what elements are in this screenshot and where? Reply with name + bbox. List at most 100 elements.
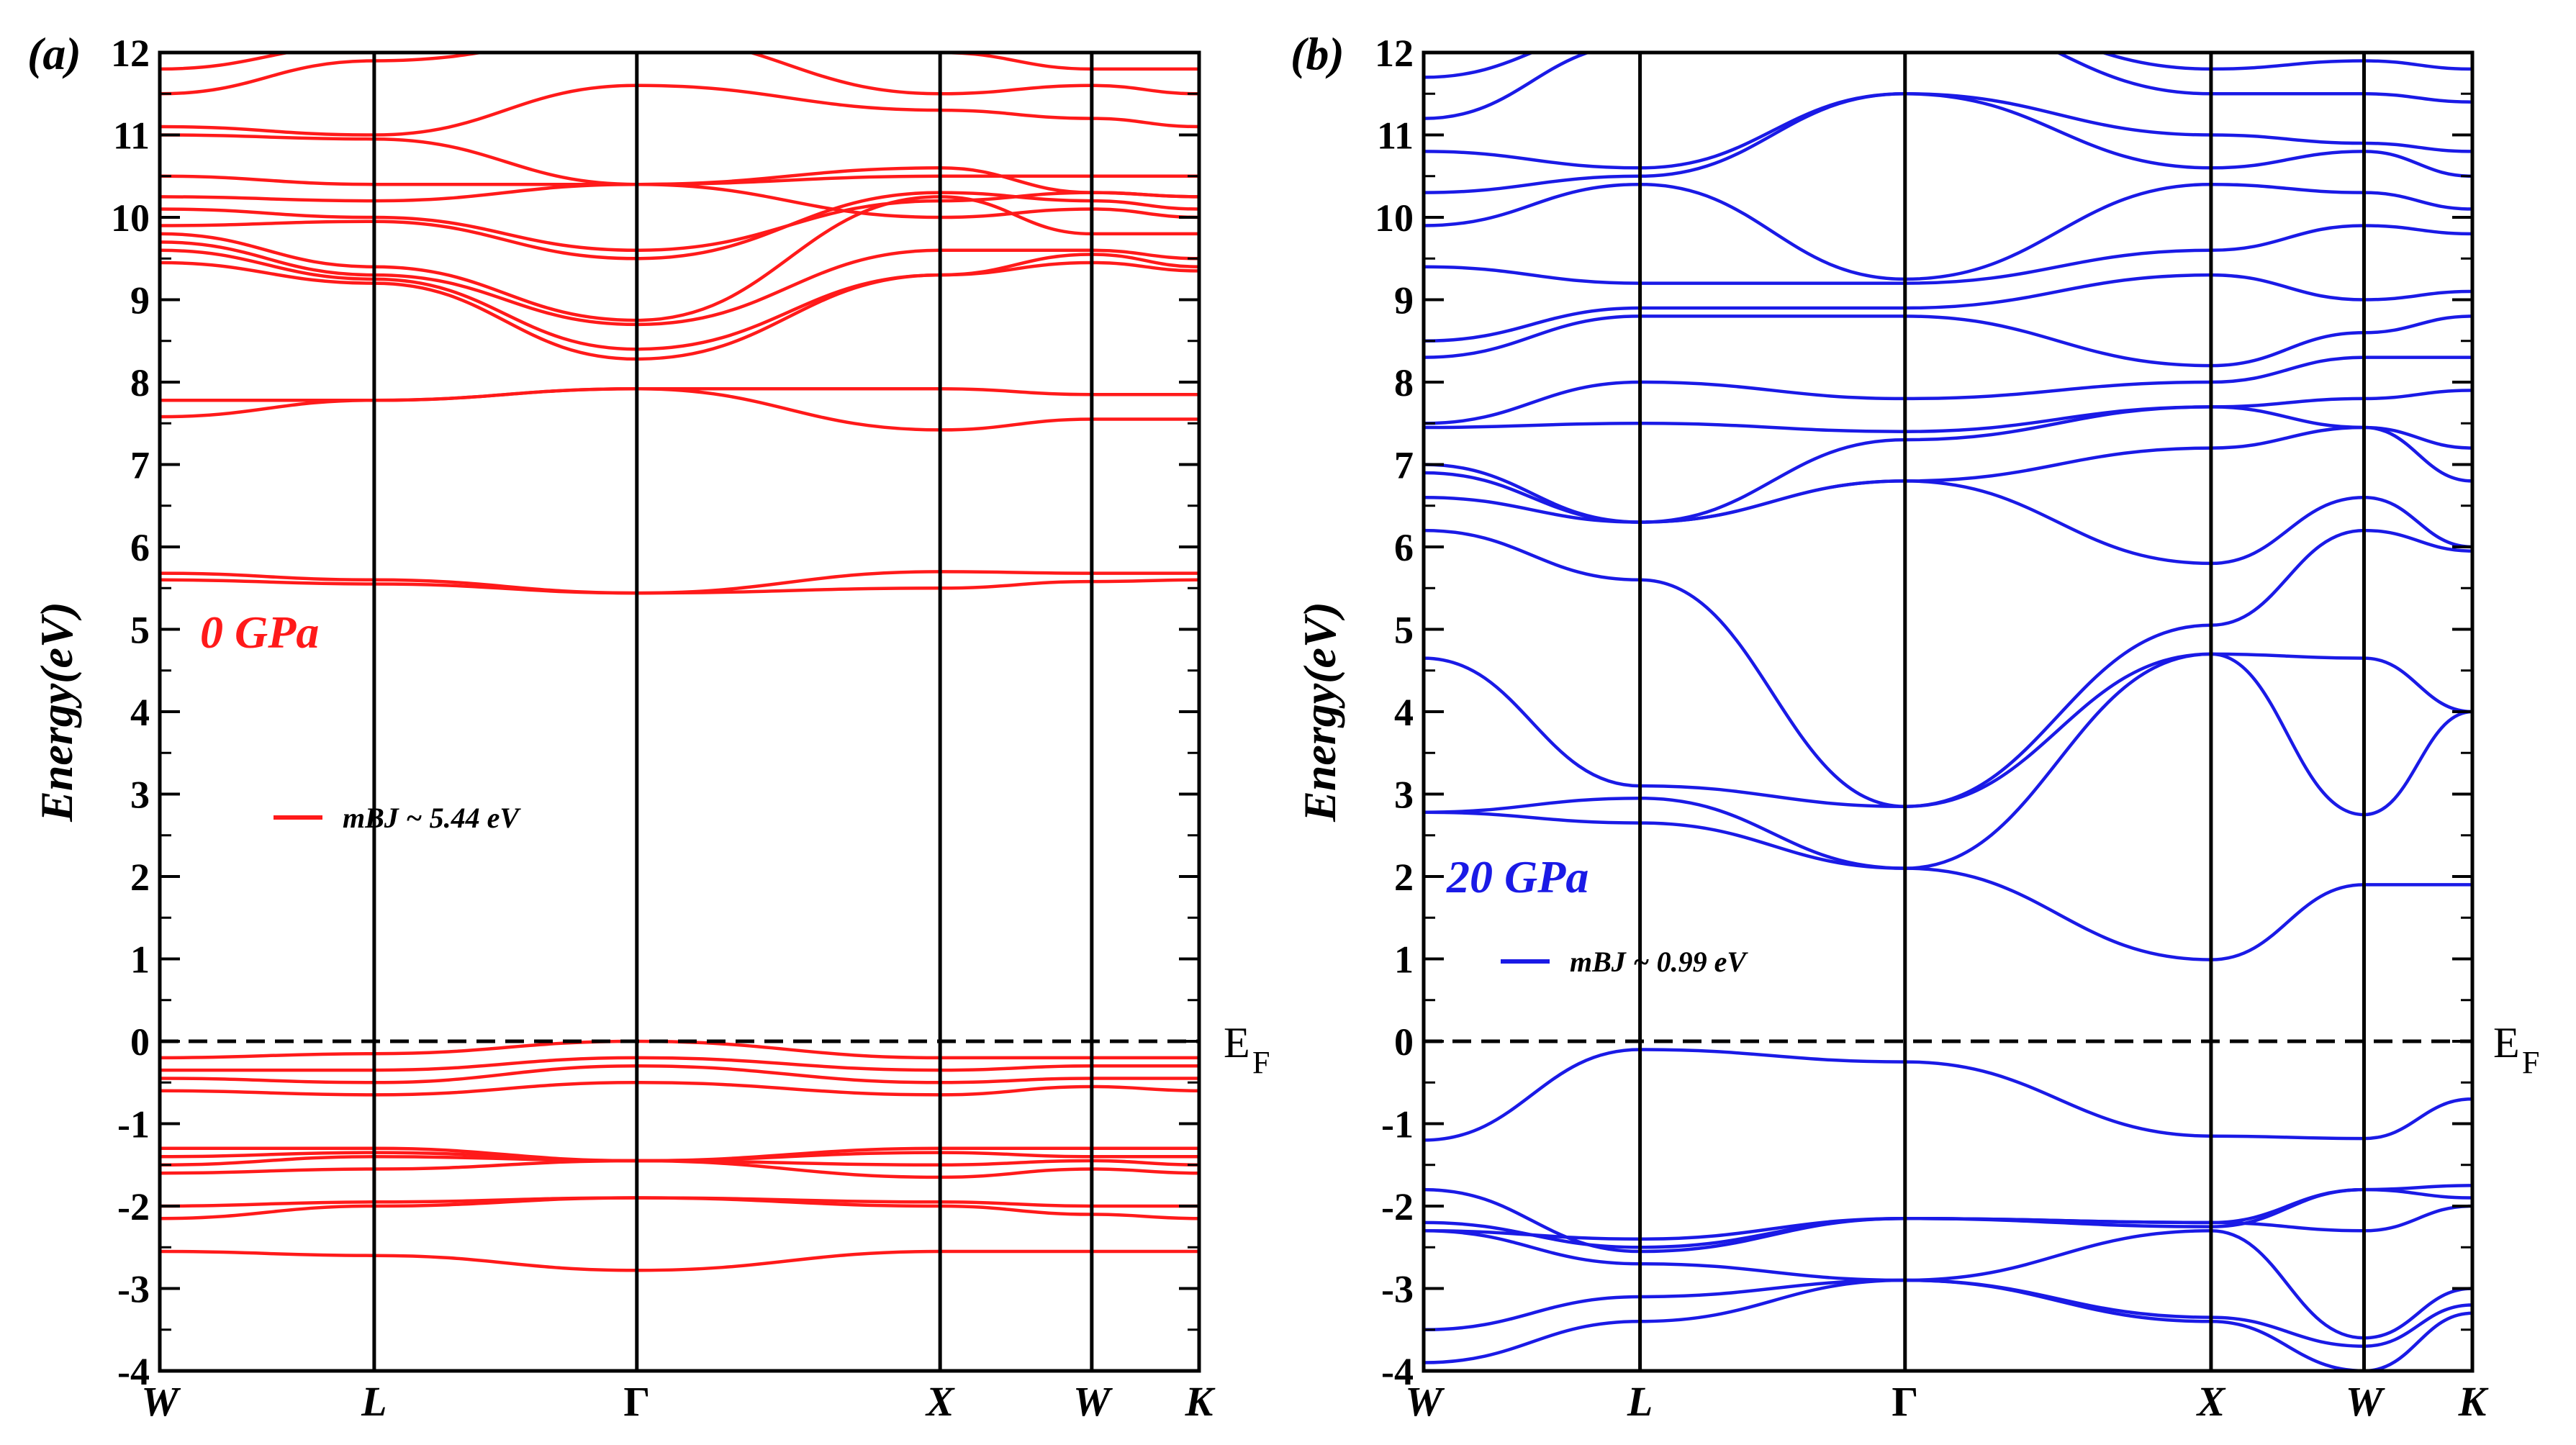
y-tick-label: 4 bbox=[130, 691, 150, 734]
y-tick-label: 2 bbox=[130, 856, 150, 899]
y-tick-label: 6 bbox=[130, 526, 150, 569]
y-tick-label: 5 bbox=[1394, 609, 1414, 652]
band-16 bbox=[1424, 355, 2472, 425]
y-tick-label: 11 bbox=[113, 114, 150, 158]
y-tick-label: 9 bbox=[130, 279, 150, 322]
band-24 bbox=[160, 133, 1199, 199]
panel-label: (b) bbox=[1291, 28, 1345, 79]
legend-label: mBJ ~ 0.99 eV bbox=[1570, 946, 1748, 978]
legend-label: mBJ ~ 5.44 eV bbox=[343, 802, 521, 834]
band-18 bbox=[1424, 273, 2472, 343]
band-7 bbox=[160, 1146, 1199, 1163]
y-tick-label: 1 bbox=[1394, 938, 1414, 982]
band-22 bbox=[160, 182, 1199, 219]
band-11 bbox=[160, 1039, 1199, 1060]
x-tick-label: X bbox=[925, 1378, 955, 1425]
band-13 bbox=[1424, 425, 2472, 524]
y-tick-label: 6 bbox=[1394, 526, 1414, 569]
panel-label: (a) bbox=[27, 28, 81, 79]
x-tick-label: L bbox=[361, 1378, 387, 1425]
band-3 bbox=[1424, 1229, 2472, 1340]
band-23 bbox=[1424, 53, 2472, 120]
y-tick-label: -1 bbox=[117, 1103, 150, 1146]
band-19 bbox=[160, 195, 1199, 322]
band-4 bbox=[1424, 1204, 2472, 1241]
y-tick-label: 11 bbox=[1377, 114, 1414, 158]
band-20 bbox=[1424, 182, 2472, 281]
x-tick-label: Γ bbox=[623, 1378, 650, 1425]
band-5 bbox=[160, 1155, 1199, 1167]
band-17 bbox=[160, 248, 1199, 351]
y-tick-label: 7 bbox=[1394, 444, 1414, 487]
band-22 bbox=[1424, 92, 2472, 170]
y-tick-label: 9 bbox=[1394, 279, 1414, 322]
x-tick-label: W bbox=[1073, 1378, 1113, 1425]
band-9 bbox=[160, 1064, 1199, 1084]
fermi-label: E bbox=[2493, 1019, 2520, 1066]
band-20 bbox=[160, 191, 1199, 261]
band-19 bbox=[1424, 224, 2472, 285]
band-lines bbox=[1424, 53, 2472, 1371]
fermi-label-subscript: F bbox=[1252, 1045, 1270, 1080]
x-tick-label: L bbox=[1627, 1378, 1653, 1425]
band-2 bbox=[160, 1196, 1199, 1220]
band-16 bbox=[160, 261, 1199, 361]
x-tick-label: Γ bbox=[1892, 1378, 1918, 1425]
y-tick-label: 12 bbox=[111, 32, 150, 75]
band-26 bbox=[160, 53, 1199, 96]
y-tick-label: 5 bbox=[130, 609, 150, 652]
y-axis-label: Energy(eV) bbox=[1294, 602, 1345, 823]
band-3 bbox=[160, 1196, 1199, 1208]
band-8 bbox=[1424, 810, 2472, 961]
x-tick-label: W bbox=[141, 1378, 181, 1425]
y-tick-label: 0 bbox=[130, 1020, 150, 1064]
y-tick-label: 0 bbox=[1394, 1020, 1414, 1064]
y-tick-label: -4 bbox=[117, 1350, 150, 1393]
band-1 bbox=[160, 1249, 1199, 1272]
y-tick-label: 10 bbox=[1375, 196, 1414, 240]
band-9 bbox=[1424, 652, 2472, 870]
y-tick-label: -2 bbox=[1381, 1185, 1414, 1228]
y-tick-label: -2 bbox=[117, 1185, 150, 1228]
band-4 bbox=[160, 1159, 1199, 1179]
band-15 bbox=[1424, 389, 2472, 433]
band-6 bbox=[1424, 1187, 2472, 1254]
band-12 bbox=[160, 570, 1199, 595]
band-25 bbox=[160, 83, 1199, 137]
y-tick-label: -3 bbox=[117, 1268, 150, 1311]
band-27 bbox=[160, 53, 1199, 71]
y-tick-label: 10 bbox=[111, 196, 150, 240]
fermi-label: E bbox=[1224, 1019, 1250, 1066]
band-15 bbox=[160, 386, 1199, 402]
band-14 bbox=[160, 386, 1199, 432]
pressure-label: 0 GPa bbox=[200, 607, 319, 658]
band-lines bbox=[160, 53, 1199, 1272]
band-21 bbox=[1424, 92, 2472, 194]
y-tick-label: 8 bbox=[130, 361, 150, 404]
pressure-label: 20 GPa bbox=[1446, 851, 1588, 902]
y-tick-label: 8 bbox=[1394, 361, 1414, 404]
x-tick-label: K bbox=[2458, 1378, 2489, 1425]
band-13 bbox=[160, 578, 1199, 595]
y-tick-label: -1 bbox=[1381, 1103, 1414, 1146]
y-tick-label: 7 bbox=[130, 444, 150, 487]
y-axis-label: Energy(eV) bbox=[31, 602, 82, 823]
y-tick-label: 1 bbox=[130, 938, 150, 982]
y-tick-label: 4 bbox=[1394, 691, 1414, 734]
band-1 bbox=[1424, 1278, 2472, 1364]
band-7 bbox=[1424, 1048, 2472, 1142]
band-10 bbox=[160, 1056, 1199, 1072]
band-18 bbox=[160, 240, 1199, 327]
x-tick-label: K bbox=[1185, 1378, 1216, 1425]
band-8 bbox=[160, 1081, 1199, 1097]
y-tick-label: 3 bbox=[1394, 774, 1414, 817]
y-tick-label: 3 bbox=[130, 774, 150, 817]
y-tick-label: 2 bbox=[1394, 856, 1414, 899]
band-2 bbox=[1424, 1278, 2472, 1371]
x-tick-label: W bbox=[1405, 1378, 1445, 1425]
plot-frame bbox=[1422, 50, 2475, 1373]
y-tick-label: 12 bbox=[1375, 32, 1414, 75]
